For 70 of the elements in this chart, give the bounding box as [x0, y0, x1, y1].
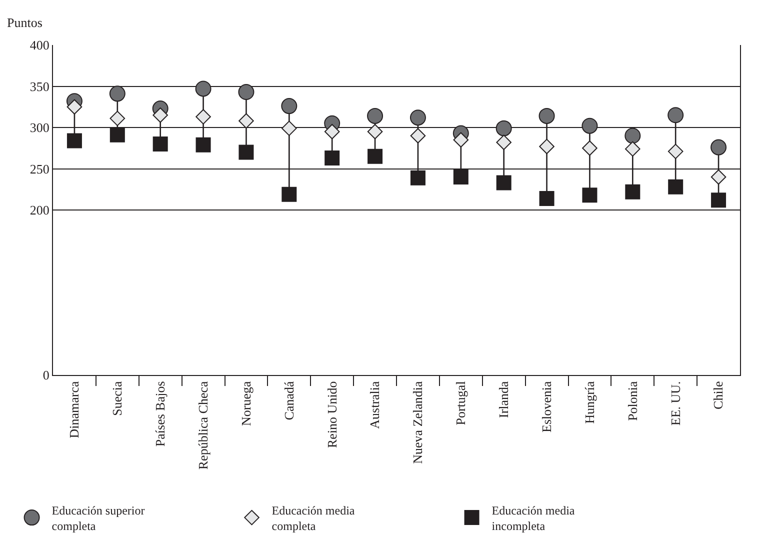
point	[711, 192, 726, 208]
point	[367, 124, 383, 140]
point	[196, 109, 211, 124]
point	[282, 186, 297, 202]
point	[196, 137, 211, 152]
x-tick-label: Polonia	[624, 380, 640, 421]
point	[624, 128, 641, 144]
point	[238, 84, 254, 100]
point	[539, 138, 554, 154]
point	[410, 170, 426, 186]
legend-label: Educación superior completa	[52, 503, 145, 534]
point	[668, 179, 684, 194]
x-tick-label: Reino Unido	[324, 381, 340, 448]
y-tick-label: 250	[30, 161, 50, 176]
point	[324, 124, 340, 140]
legend-label: Educación media incompleta	[492, 503, 576, 534]
x-tick-label: República Checa	[196, 380, 211, 470]
point	[710, 169, 726, 185]
point	[710, 139, 727, 156]
point	[582, 118, 598, 134]
y-tick-label: 0	[42, 368, 50, 383]
x-tick-label: Canadá	[281, 380, 296, 420]
x-tick-label: Nueva Zelandia	[410, 380, 426, 464]
point	[625, 184, 640, 200]
point	[496, 120, 512, 136]
y-tick-label: 350	[30, 78, 50, 94]
y-tick-label: 300	[30, 120, 50, 136]
x-tick-label: Eslovenia	[539, 380, 554, 432]
point	[238, 144, 254, 160]
point	[66, 99, 82, 115]
x-tick-label: Irlanda	[496, 380, 512, 418]
point	[582, 140, 598, 156]
x-tick-label: EE. UU.	[668, 381, 683, 426]
x-tick-label: Dinamarca	[66, 380, 82, 438]
point	[453, 132, 469, 148]
point	[195, 80, 212, 97]
point	[668, 107, 684, 124]
point	[410, 128, 426, 144]
y-axis-title: Puntos	[7, 15, 42, 30]
x-tick-label: Noruega	[238, 380, 254, 426]
point	[496, 175, 512, 190]
point	[238, 113, 254, 129]
point	[152, 136, 168, 152]
point	[282, 120, 297, 136]
point	[668, 144, 684, 160]
x-tick-label: Chile	[710, 380, 726, 410]
point	[324, 150, 340, 166]
point	[281, 98, 298, 114]
point	[539, 190, 554, 206]
x-tick-label: Países Bajos	[152, 381, 168, 447]
x-tick-label: Australia	[367, 380, 382, 429]
y-tick-label: 400	[30, 38, 50, 53]
y-tick-label: 200	[30, 202, 50, 218]
point	[538, 108, 555, 124]
x-tick-label: Portugal	[453, 380, 468, 426]
point	[152, 107, 168, 123]
legend-label: Educación media completa	[272, 503, 356, 534]
point	[367, 108, 384, 124]
point	[66, 133, 82, 148]
point	[625, 141, 640, 157]
point	[453, 170, 468, 184]
point	[110, 127, 125, 142]
point	[368, 148, 383, 164]
point	[410, 110, 426, 126]
x-tick-label: Suecia	[110, 380, 125, 416]
point	[582, 188, 598, 203]
x-tick-label: Hungría	[582, 380, 597, 424]
point	[110, 110, 126, 126]
point	[496, 134, 512, 150]
point	[109, 86, 126, 102]
